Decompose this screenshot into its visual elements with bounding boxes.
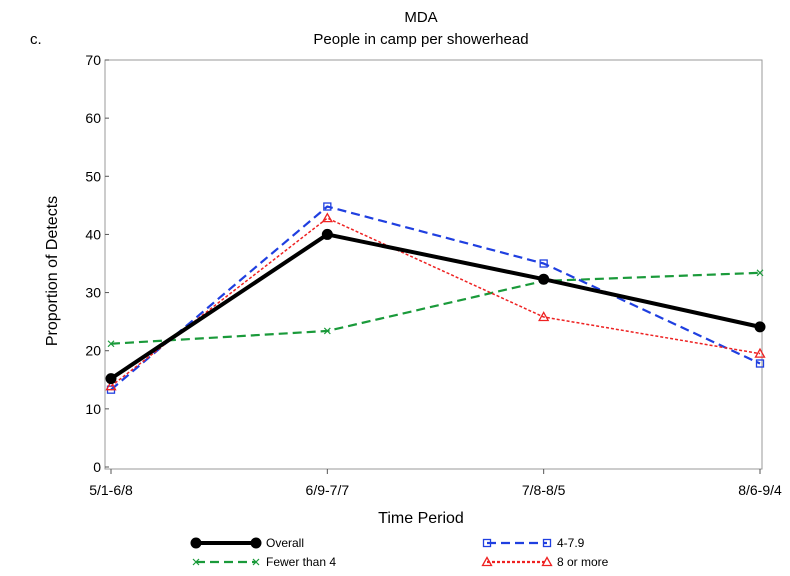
chart-subtitle: People in camp per showerhead <box>313 31 528 48</box>
x-tick-label: 7/8-8/5 <box>522 482 566 498</box>
legend-marker <box>481 556 493 567</box>
data-point <box>538 273 550 285</box>
y-axis: 0 10 20 30 40 50 60 70 <box>85 52 109 475</box>
data-point <box>754 321 766 333</box>
y-axis-label: Proportion of Detects <box>44 196 61 346</box>
x-tick-label: 5/1-6/8 <box>89 482 133 498</box>
data-point <box>105 373 117 385</box>
y-tick-label: 10 <box>85 401 101 417</box>
legend-label: Overall <box>266 536 304 550</box>
series-4-7-9 <box>106 202 765 394</box>
y-tick-label: 0 <box>93 459 101 475</box>
x-axis: 5/1-6/8 6/9-7/7 7/8-8/5 8/6-9/4 <box>89 469 782 498</box>
data-point <box>754 347 766 358</box>
legend-marker <box>252 558 260 566</box>
chart-title: MDA <box>404 9 437 26</box>
y-tick-label: 50 <box>85 168 101 184</box>
legend-label: 4-7.9 <box>557 536 585 550</box>
data-point <box>107 340 115 348</box>
legend-marker <box>541 556 553 567</box>
series-line <box>110 217 761 387</box>
y-tick-label: 60 <box>85 110 101 126</box>
y-tick-label: 20 <box>85 343 101 359</box>
legend-marker <box>250 537 262 549</box>
legend-label: 8 or more <box>557 555 609 569</box>
x-tick-label: 8/6-9/4 <box>738 482 782 498</box>
data-point <box>538 311 550 322</box>
data-point <box>756 269 764 277</box>
data-point <box>323 327 331 335</box>
legend-marker <box>190 537 202 549</box>
legend-marker <box>482 538 492 548</box>
data-point <box>321 228 333 240</box>
series-fewer-than-4 <box>107 269 764 348</box>
data-point <box>105 380 117 391</box>
legend-item: Fewer than 4 <box>192 555 336 569</box>
data-point <box>755 359 765 368</box>
legend-marker <box>542 538 552 548</box>
legend: Overall Fewer than 4 4-7.9 8 or more <box>190 536 609 569</box>
plot-area <box>104 59 763 470</box>
data-point <box>539 259 548 268</box>
legend-item: Overall <box>190 536 304 550</box>
series-line <box>109 232 761 381</box>
panel-label: c. <box>30 31 42 48</box>
x-axis-label: Time Period <box>378 510 464 527</box>
series-overall <box>105 228 766 385</box>
series-8-or-more <box>105 212 766 391</box>
y-tick-label: 70 <box>85 52 101 68</box>
y-tick-label: 40 <box>85 226 101 242</box>
series-layer <box>105 202 766 394</box>
data-point <box>323 202 332 211</box>
legend-label: Fewer than 4 <box>266 555 336 569</box>
data-point <box>321 212 333 223</box>
series-line <box>110 205 761 391</box>
legend-item: 8 or more <box>481 555 609 569</box>
x-tick-label: 6/9-7/7 <box>306 482 350 498</box>
legend-marker <box>192 558 200 566</box>
series-line <box>110 271 761 345</box>
y-tick-label: 30 <box>85 285 101 301</box>
legend-item: 4-7.9 <box>482 536 585 550</box>
